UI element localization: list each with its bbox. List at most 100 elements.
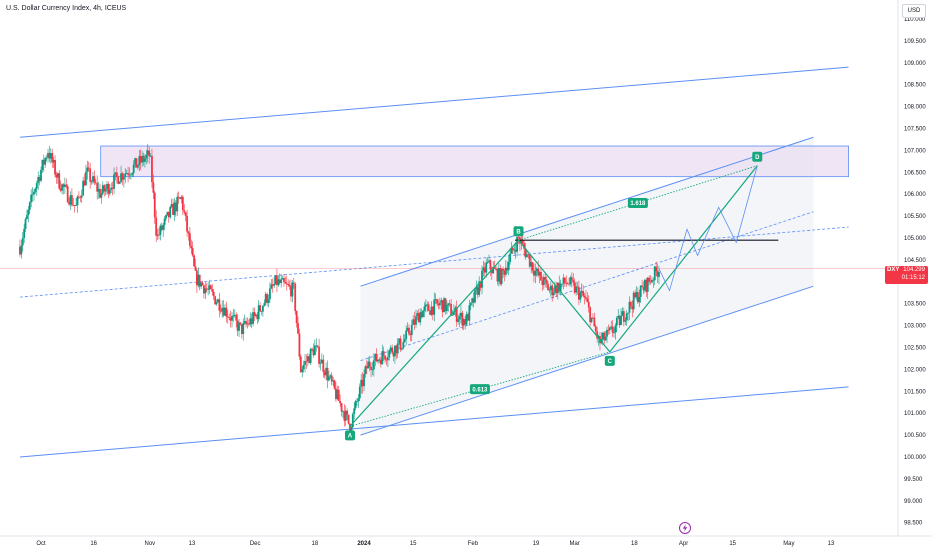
- candle-body: [322, 359, 325, 372]
- candle-body: [520, 240, 523, 244]
- candle-body: [524, 248, 527, 258]
- candle-body: [542, 277, 545, 286]
- currency-button[interactable]: USD: [902, 4, 926, 18]
- candle-body: [305, 360, 308, 362]
- ratio-label-bg: [627, 197, 648, 208]
- candle-body: [294, 283, 297, 311]
- candle-body: [349, 423, 351, 433]
- candle-body: [313, 345, 316, 356]
- candle-body: [608, 327, 611, 331]
- y-tick-label: 100.000: [904, 455, 926, 461]
- candle-body: [622, 311, 625, 322]
- candle-body: [589, 307, 592, 323]
- candle-body: [285, 283, 288, 285]
- candle-body: [291, 282, 294, 297]
- candle-body: [402, 341, 405, 349]
- candle-body: [274, 275, 277, 285]
- candle-body: [604, 336, 607, 341]
- candle-body: [82, 180, 85, 196]
- candle-body: [152, 182, 155, 193]
- candle-body: [28, 202, 31, 210]
- candle-body: [203, 285, 205, 294]
- candle-body: [135, 158, 138, 168]
- candle-body: [450, 304, 452, 316]
- candle-body: [160, 225, 163, 230]
- candle-body: [614, 325, 617, 333]
- candle-body: [242, 323, 245, 334]
- candle-body: [125, 173, 128, 174]
- y-tick-label: 104.500: [904, 258, 926, 264]
- candle-body: [19, 246, 21, 255]
- candle-body: [174, 202, 177, 212]
- candle-body: [503, 270, 506, 275]
- candle-body: [337, 389, 340, 401]
- candle-body: [548, 289, 551, 291]
- candle-body: [153, 192, 156, 218]
- candle-body: [101, 185, 104, 194]
- candle-body: [528, 255, 531, 267]
- candle-body: [649, 281, 652, 283]
- candle-body: [80, 195, 83, 198]
- candle-body: [496, 269, 499, 282]
- candle-body: [198, 274, 201, 287]
- candle-body: [424, 304, 427, 307]
- candle-body: [568, 283, 570, 285]
- candle-body: [492, 267, 495, 274]
- candle-body: [361, 379, 364, 387]
- candle-body: [405, 330, 408, 340]
- candle-body: [628, 301, 631, 313]
- candle-body: [531, 262, 534, 271]
- candle-body: [264, 294, 267, 304]
- y-tick-label: 101.500: [904, 389, 926, 395]
- candle-body: [219, 310, 222, 312]
- candle-body: [44, 158, 47, 165]
- candle-body: [72, 205, 75, 206]
- candle-body: [288, 285, 291, 287]
- candle-body: [462, 319, 465, 326]
- point-label: B: [516, 229, 521, 235]
- inner-channel-upper-line: [360, 136, 814, 287]
- candle-body: [115, 172, 118, 177]
- candle-body: [68, 202, 70, 205]
- candle-body: [316, 345, 319, 347]
- candle-body: [231, 315, 233, 321]
- candle-body: [128, 174, 131, 176]
- candle-body: [431, 306, 434, 315]
- candle-body: [106, 183, 108, 189]
- candle-body: [417, 313, 420, 323]
- candle-body: [137, 165, 139, 168]
- candle-body: [516, 236, 519, 252]
- candle-body: [346, 410, 349, 415]
- candle-body: [295, 310, 298, 324]
- candle-body: [587, 301, 590, 308]
- candle-body: [103, 185, 106, 192]
- candle-body: [375, 353, 378, 362]
- candle-body: [651, 279, 653, 283]
- candle-body: [422, 310, 424, 318]
- candle-body: [555, 285, 558, 294]
- candle-body: [535, 268, 538, 271]
- candle-body: [89, 168, 92, 182]
- candle-body: [235, 314, 238, 321]
- candle-body: [464, 319, 467, 325]
- candle-body: [329, 375, 332, 377]
- outer-channel-lower-line: [19, 386, 849, 458]
- candle-body: [563, 277, 566, 284]
- lightning-icon[interactable]: [679, 522, 691, 534]
- x-tick-label: Dec: [250, 541, 261, 547]
- candle-body: [250, 318, 253, 324]
- candle-body: [65, 184, 68, 187]
- candle-body: [319, 363, 322, 364]
- candle-body: [181, 196, 184, 211]
- candle-body: [523, 243, 526, 249]
- candle-body: [636, 292, 639, 303]
- candle-body: [309, 348, 312, 364]
- candle-body: [254, 314, 257, 316]
- candle-body: [252, 312, 254, 324]
- y-tick-label: 103.000: [904, 324, 926, 330]
- y-tick-label: 105.500: [904, 214, 926, 220]
- candle-body: [170, 203, 173, 207]
- candle-body: [658, 272, 660, 277]
- candle-body: [533, 270, 535, 276]
